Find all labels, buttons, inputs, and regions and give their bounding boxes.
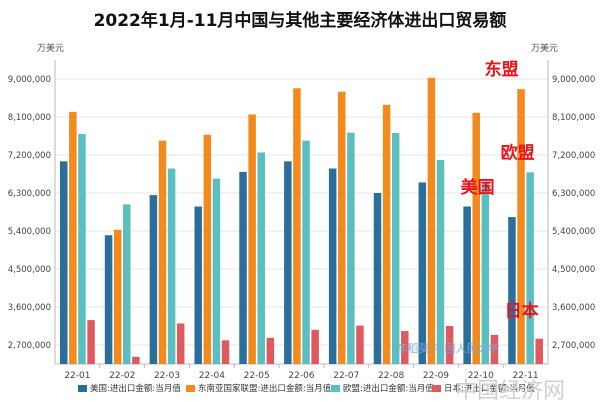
x-tick-label: 22-03 (154, 371, 180, 381)
x-tick-label: 22-08 (378, 371, 404, 381)
legend-label: 日本:进出口金额:当月值 (444, 383, 535, 394)
x-tick-label: 22-10 (468, 371, 494, 381)
bar-22-04-s3 (221, 340, 230, 364)
bar-22-03-s1 (158, 140, 167, 364)
y-tick-label-left: 4,500,000 (8, 265, 51, 275)
site-watermark: 中国经济网 (455, 379, 565, 404)
callout-label: 美国 (461, 177, 495, 198)
right-y-ticks: 2,700,000 3,600,000 4,500,000 5,400,000 6,30… (552, 75, 595, 351)
y-tick-label-right: 9,000,000 (552, 75, 595, 85)
bar-22-02-s0 (104, 235, 113, 364)
y-tick-label-right: 6,300,000 (552, 189, 595, 199)
legend: 美国:进出口金额:当月值 东南亚国家联盟:进出口金额:当月值 欧盟:进出口金额:当月… (78, 383, 535, 394)
right-axis-unit: 万美元 (531, 42, 558, 54)
y-tick-label-right: 4,500,000 (552, 265, 595, 275)
bar-22-08-s2 (391, 133, 400, 364)
callout-label: 东盟 (485, 59, 519, 80)
y-tick-label-right: 2,700,000 (552, 341, 595, 351)
legend-swatch (432, 385, 441, 392)
bar-22-01-s3 (87, 320, 95, 364)
x-tick-label: 22-11 (513, 371, 539, 381)
bar-22-01-s2 (78, 133, 86, 364)
legend-label: 美国:进出口金额:当月值 (90, 383, 181, 394)
left-axis-unit: 万美元 (37, 42, 64, 54)
legend-swatch (186, 385, 195, 392)
bar-22-08-s0 (373, 193, 382, 364)
y-tick-label-left: 9,000,000 (8, 75, 51, 85)
bar-22-01-s1 (69, 111, 77, 364)
bar-22-02-s2 (123, 204, 131, 364)
legend-swatch (78, 385, 87, 392)
bar-22-10-s3 (490, 334, 499, 364)
bar-22-06-s3 (311, 329, 319, 364)
bar-22-04-s2 (212, 178, 221, 364)
bar-22-04-s1 (203, 134, 212, 364)
author-watermark: 李稻葵-中国人民大学 (397, 341, 500, 355)
bar-22-09-s3 (445, 326, 454, 364)
bar-22-07-s3 (356, 325, 364, 364)
y-tick-label-left: 3,600,000 (8, 303, 51, 313)
legend-label: 东南亚国家联盟:进出口金额:当月值 (198, 383, 332, 394)
bar-22-03-s2 (167, 168, 176, 364)
bar-22-04-s0 (194, 206, 202, 364)
bar-22-08-s3 (401, 331, 409, 364)
y-tick-label-left: 7,200,000 (8, 151, 51, 161)
bar-22-09-s1 (427, 77, 436, 364)
bar-22-01-s0 (60, 161, 68, 364)
bar-22-06-s2 (302, 140, 310, 364)
bar-22-03-s0 (149, 195, 158, 364)
y-tick-label-left: 2,700,000 (8, 341, 51, 351)
x-tick-label: 22-04 (199, 371, 225, 381)
bar-22-07-s0 (328, 168, 337, 364)
y-tick-label-right: 3,600,000 (552, 303, 595, 313)
legend-label: 欧盟:进出口金额:当月值 (343, 383, 434, 394)
bar-22-02-s1 (113, 229, 122, 364)
bar-22-09-s2 (436, 160, 445, 364)
bar-22-10-s2 (481, 182, 490, 364)
y-tick-label-right: 7,200,000 (552, 151, 595, 161)
x-tick-label: 22-06 (288, 371, 314, 381)
bar-22-11-s0 (508, 217, 516, 364)
x-tick-label: 22-01 (64, 371, 90, 381)
y-tick-label-left: 8,100,000 (8, 113, 51, 123)
callout-label: 欧盟 (501, 142, 535, 163)
x-ticks: 22-01 22-02 22-03 22-04 22-05 22-06 22-07 22-08… (64, 364, 539, 381)
y-tick-label-left: 6,300,000 (8, 189, 51, 199)
bars (60, 77, 543, 365)
legend-swatch (331, 385, 340, 392)
bar-22-10-s1 (472, 112, 480, 365)
bar-22-07-s2 (347, 132, 355, 364)
bar-22-06-s0 (284, 161, 292, 364)
bar-22-07-s1 (338, 91, 346, 365)
y-tick-label-left: 5,400,000 (8, 227, 51, 237)
y-tick-label-right: 8,100,000 (552, 113, 595, 123)
bar-22-05-s1 (248, 114, 256, 364)
left-y-ticks: 2,700,000 3,600,000 4,500,000 5,400,000 6,30… (8, 75, 51, 351)
bar-22-03-s3 (176, 323, 185, 364)
bar-22-06-s1 (293, 88, 301, 365)
bar-22-05-s0 (239, 171, 247, 364)
bar-22-10-s0 (463, 206, 471, 364)
bar-22-02-s3 (132, 356, 140, 364)
x-tick-label: 22-02 (109, 371, 135, 381)
x-tick-label: 22-07 (333, 371, 359, 381)
chart-title: 2022年1月-11月中国与其他主要经济体进出口贸易额 (94, 10, 507, 31)
bar-22-05-s2 (257, 152, 265, 364)
bar-22-11-s2 (526, 172, 534, 364)
x-tick-label: 22-09 (423, 371, 449, 381)
bar-22-08-s1 (382, 104, 391, 364)
bar-22-11-s3 (535, 338, 543, 364)
bar-22-09-s0 (418, 182, 427, 364)
callout-label: 日本 (505, 301, 539, 322)
bar-22-11-s1 (517, 89, 525, 364)
x-tick-label: 22-05 (244, 371, 270, 381)
y-tick-label-right: 5,400,000 (552, 227, 595, 237)
bar-22-05-s3 (266, 337, 275, 364)
